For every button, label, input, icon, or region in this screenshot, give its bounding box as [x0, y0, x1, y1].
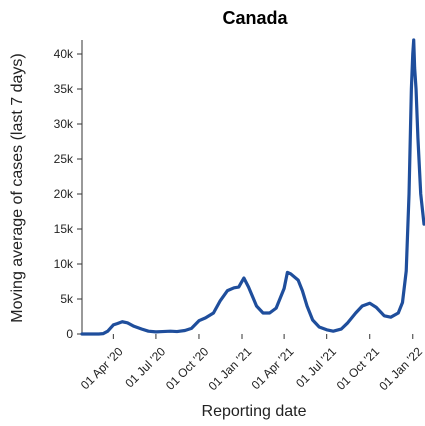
y-tick-label: 25k: [54, 152, 74, 166]
x-tick-label: 01 Jan '21: [206, 344, 255, 393]
y-tick-label: 30k: [54, 117, 74, 131]
y-tick-label: 40k: [54, 47, 74, 61]
y-tick-label: 35k: [54, 82, 74, 96]
series-layer: [80, 38, 425, 336]
y-tick-label: 5k: [60, 292, 74, 306]
x-tick-label: 01 Oct '21: [334, 344, 383, 393]
x-tick-label: 01 Oct '20: [163, 344, 212, 393]
series-line-0: [80, 38, 425, 336]
y-tick-label: 0: [66, 327, 73, 341]
y-tick-label: 10k: [54, 257, 74, 271]
x-tick-label: 01 Jul '20: [122, 344, 168, 390]
y-tick-label: 15k: [54, 222, 74, 236]
chart-title: Canada: [222, 8, 288, 28]
x-tick-label: 01 Jan '22: [376, 344, 425, 393]
x-tick-label: 01 Jul '21: [293, 344, 339, 390]
x-axis-title: Reporting date: [202, 403, 307, 420]
y-axis-title: Moving average of cases (last 7 days): [9, 53, 26, 322]
x-tick-label: 01 Apr '20: [78, 344, 126, 392]
y-axis-ticks: 0 5k 10k 15k 20k 25k 30k 35k 40k: [54, 47, 82, 341]
y-tick-label: 20k: [54, 187, 74, 201]
x-tick-label: 01 Apr '21: [249, 344, 297, 392]
